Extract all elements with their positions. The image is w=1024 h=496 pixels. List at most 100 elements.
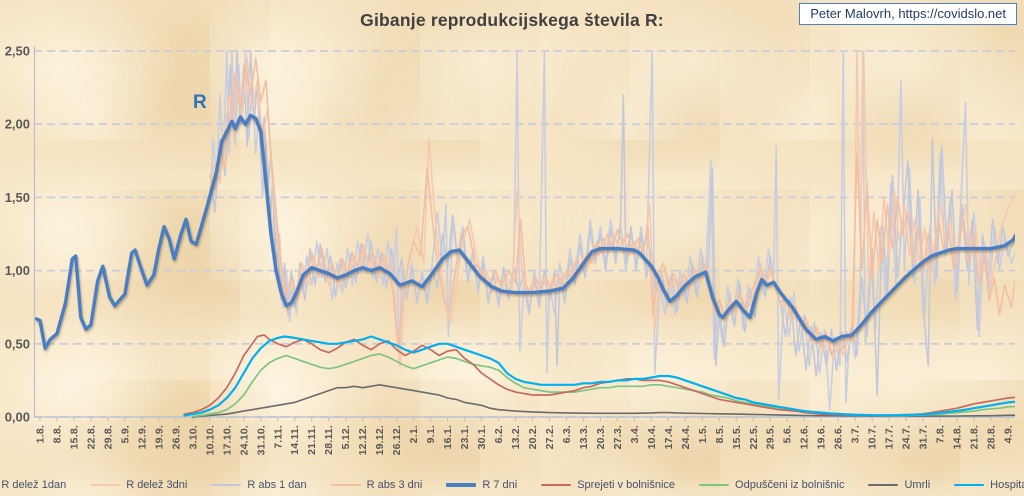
- x-tick-label: 9.1.: [425, 425, 437, 443]
- legend-label: R delež 3dni: [126, 479, 188, 491]
- x-tick-label: 10.10.: [204, 425, 216, 455]
- x-tick-label: 13.2.: [510, 425, 522, 449]
- legend-label: R abs 1 dan: [247, 479, 307, 491]
- x-tick-label: 12.12.: [357, 425, 369, 455]
- series-r-dele-3dni: [209, 50, 1015, 367]
- series-umrli: [192, 383, 1015, 418]
- x-tick-label: 26.9.: [170, 425, 182, 449]
- legend-line-swatch: [868, 484, 899, 486]
- x-tick-label: 26.6.: [833, 425, 845, 449]
- x-tick-label: 10.4.: [646, 425, 658, 449]
- series-r-7-dni: [34, 113, 1015, 350]
- x-tick-label: 22.5.: [748, 425, 760, 449]
- series-group: [34, 50, 1015, 418]
- legend-label: R abs 3 dni: [366, 479, 423, 491]
- x-tick-label: 8.8.: [51, 425, 63, 443]
- x-tick-label: 29.8.: [102, 425, 114, 449]
- legend-item: R abs 1 dan: [211, 479, 307, 491]
- legend-item: Sprejeti v bolnišnice: [541, 479, 675, 491]
- x-tick-label: 7.11.: [272, 425, 284, 449]
- x-tick-label: 7.8.: [935, 425, 947, 443]
- legend-label: Umrli: [904, 479, 931, 491]
- legend: R delež 1dan R delež 3dni R abs 1 dan R abs…: [0, 479, 1024, 491]
- x-tick-label: 3.4.: [629, 425, 641, 443]
- x-tick-label: 8.5.: [714, 425, 726, 443]
- x-tick-label: 30.1.: [476, 425, 488, 449]
- legend-item: Odpuščeni iz bolnišnic: [699, 479, 844, 491]
- y-tick-label: 2,00: [5, 117, 30, 132]
- x-tick-label: 27.3.: [612, 425, 624, 449]
- x-tick-label: 24.4.: [680, 425, 692, 449]
- legend-line-swatch: [211, 484, 242, 486]
- x-tick-label: 14.11.: [289, 425, 301, 455]
- legend-line-swatch: [541, 484, 572, 486]
- x-tick-label: 12.6.: [799, 425, 811, 449]
- legend-label: Sprejeti v bolnišnice: [577, 479, 676, 491]
- x-tick-label: 5.12.: [340, 425, 352, 449]
- x-tick-label: 24.10.: [238, 425, 250, 455]
- x-tick-label: 21.8.: [969, 425, 981, 449]
- x-tick-label: 16.1.: [442, 425, 454, 449]
- x-tick-label: 4.9.: [1003, 425, 1015, 443]
- legend-line-swatch: [330, 484, 361, 486]
- legend-label: R 7 dni: [482, 479, 518, 491]
- y-tick-label: 1,50: [5, 190, 30, 205]
- x-tick-label: 27.2.: [544, 425, 556, 449]
- x-tick-label: 19.12.: [374, 425, 386, 455]
- y-tick-label: 0,00: [5, 410, 30, 425]
- x-tick-label: 17.7.: [884, 425, 896, 449]
- attribution-text: Peter Malovrh, https://covidslo.net: [810, 6, 1006, 21]
- x-tick-label: 15.8.: [68, 425, 80, 449]
- x-tick-label: 19.6.: [816, 425, 828, 449]
- x-tick-label: 19.9.: [153, 425, 165, 449]
- x-tick-label: 1.8.: [35, 425, 47, 443]
- x-tick-label: 28.8.: [986, 425, 998, 449]
- x-tick-label: 12.9.: [136, 425, 148, 449]
- x-tick-label: 21.11.: [306, 425, 318, 455]
- x-tick-label: 28.11.: [323, 425, 335, 455]
- x-tick-label: 1.5.: [697, 425, 709, 443]
- x-tick-label: 23.1.: [459, 425, 471, 449]
- x-tick-label: 6.2.: [493, 425, 505, 443]
- x-tick-label: 3.10.: [187, 425, 199, 449]
- x-tick-label: 6.3.: [561, 425, 573, 443]
- legend-line-swatch: [699, 484, 730, 486]
- x-tick-label: 20.2.: [527, 425, 539, 449]
- legend-line-swatch: [954, 483, 985, 487]
- legend-item: R abs 3 dni: [330, 479, 423, 491]
- series-r-abs-3-dni: [209, 57, 1015, 357]
- legend-item: Hospitalizirani: [954, 479, 1024, 491]
- x-tick-label: 31.10.: [255, 425, 267, 455]
- attribution-box[interactable]: Peter Malovrh, https://covidslo.net: [799, 3, 1017, 25]
- x-tick-label: 26.12.: [391, 425, 403, 455]
- x-tick-label: 20.3.: [595, 425, 607, 449]
- x-tick-label: 17.10.: [221, 425, 233, 455]
- x-tick-label: 5.9.: [119, 425, 131, 443]
- x-tick-label: 22.8.: [85, 425, 97, 449]
- x-tick-label: 17.4.: [663, 425, 675, 449]
- y-tick-label: 0,50: [5, 336, 30, 351]
- x-tick-label: 15.5.: [731, 425, 743, 449]
- legend-label: R delež 1dan: [1, 479, 67, 491]
- x-tick-label: 13.3.: [578, 425, 590, 449]
- x-tick-label: 2.1.: [408, 425, 420, 443]
- legend-line-swatch: [446, 483, 477, 487]
- x-tick-label: 29.5.: [765, 425, 777, 449]
- x-tick-label: 10.7.: [867, 425, 879, 449]
- series-hospitalizirani: [183, 335, 1015, 417]
- x-tick-label: 24.7.: [901, 425, 913, 449]
- legend-label: Hospitalizirani: [990, 479, 1024, 491]
- legend-label: Odpuščeni iz bolnišnic: [735, 479, 845, 491]
- legend-item: R delež 3dni: [90, 479, 187, 491]
- x-tick-label: 5.6.: [782, 425, 794, 443]
- legend-item: R delež 1dan: [0, 479, 66, 491]
- chart-title: Gibanje reprodukcijskega števila R:: [360, 10, 664, 30]
- y-tick-label: 2,50: [5, 44, 30, 59]
- x-tick-label: 31.7.: [918, 425, 930, 449]
- y-tick-label: 1,00: [5, 263, 30, 278]
- x-tick-label: 14.8.: [952, 425, 964, 449]
- x-tick-label: 3.7.: [850, 425, 862, 443]
- series-odpu-eni-iz-bolni-nic: [191, 353, 1015, 418]
